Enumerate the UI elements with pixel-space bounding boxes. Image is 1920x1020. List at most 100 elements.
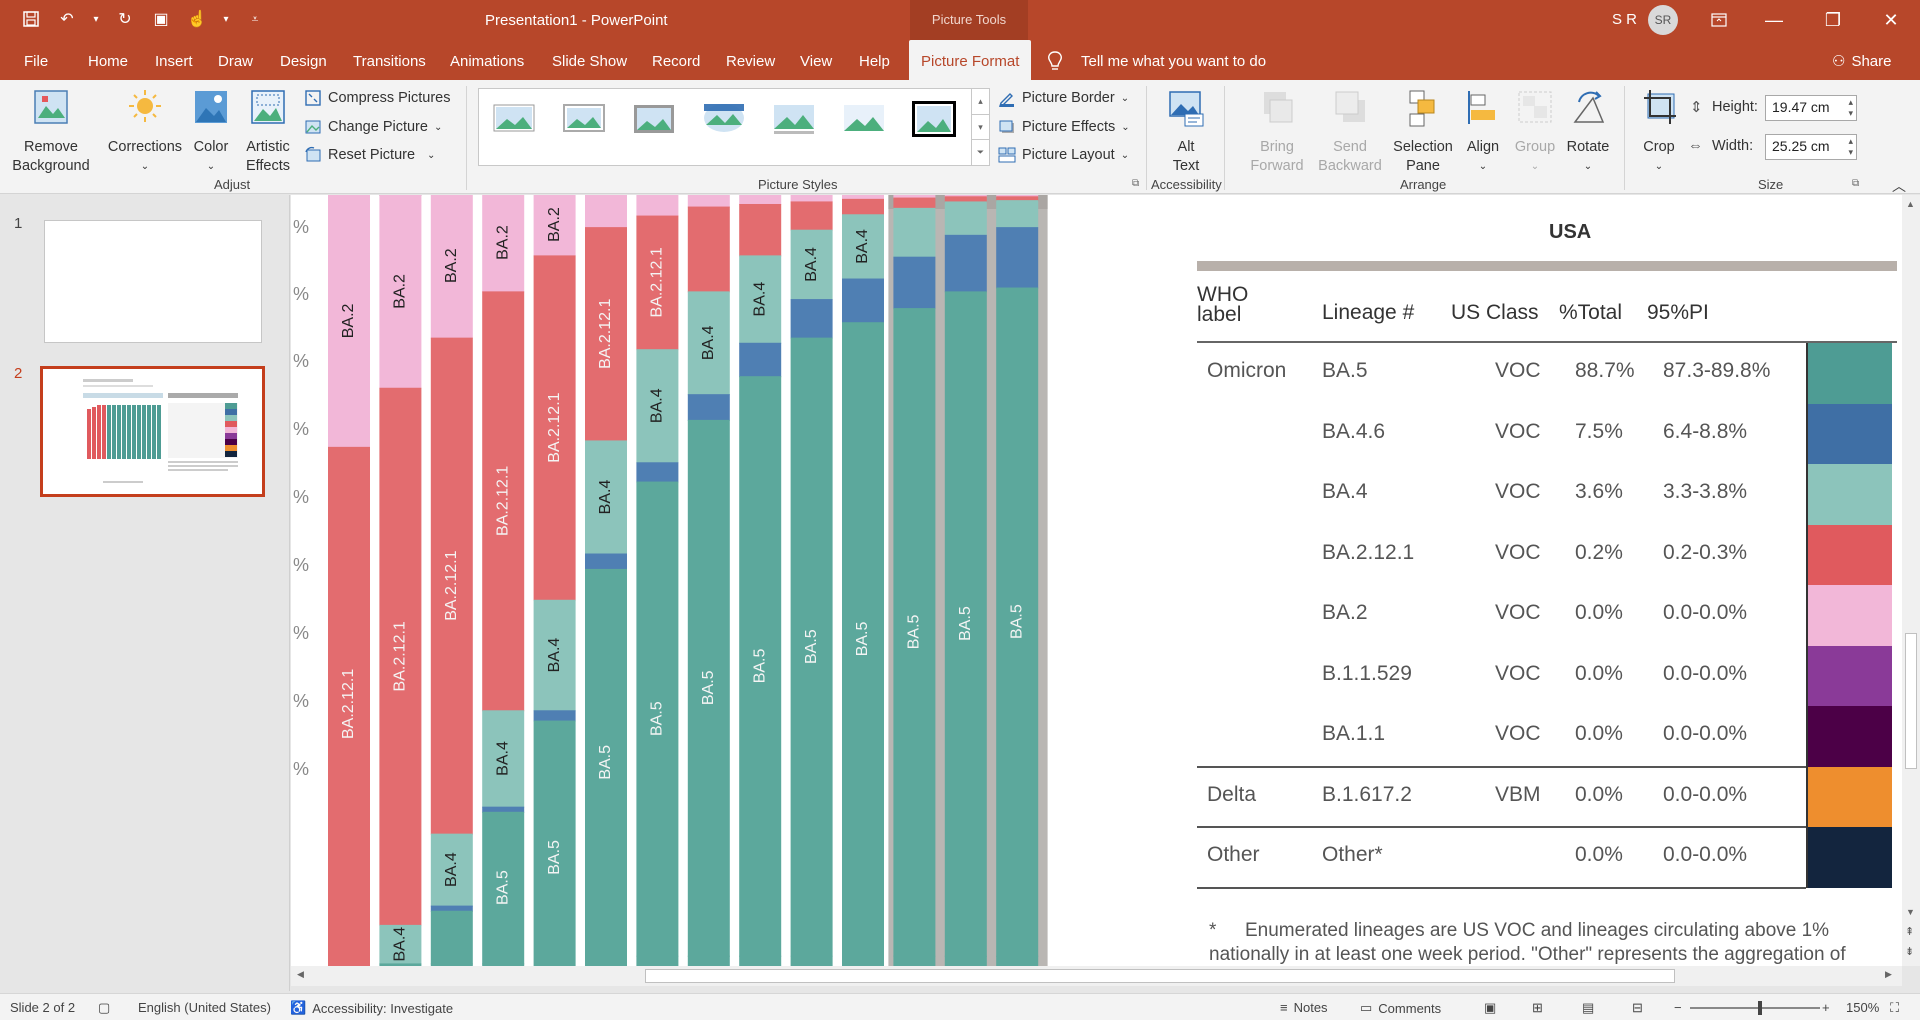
width-spinner-icon[interactable]: ▴ ▾ xyxy=(1848,136,1853,157)
artistic-effects-button[interactable]: Artistic Effects xyxy=(240,88,296,176)
group-button[interactable]: Group ⌄ xyxy=(1510,88,1560,176)
color-button[interactable]: Color ⌄ xyxy=(188,88,234,176)
tell-me-search[interactable]: Tell me what you want to do xyxy=(1081,53,1267,70)
remove-background-button[interactable]: Remove Background xyxy=(10,88,92,176)
ribbon-display-options-icon[interactable] xyxy=(1696,0,1742,40)
vertical-scroll-thumb[interactable] xyxy=(1905,633,1917,769)
language-indicator[interactable]: English (United States) xyxy=(138,1000,271,1015)
alt-text-button[interactable]: Alt Text xyxy=(1162,88,1210,176)
tab-design[interactable]: Design xyxy=(280,53,327,70)
collapse-ribbon-icon[interactable]: ︿ xyxy=(1892,178,1906,194)
avatar[interactable]: SR xyxy=(1648,5,1678,35)
dropdown-arrow-icon[interactable]: ▾ xyxy=(93,13,99,25)
height-input[interactable]: 19.47 cm ▴ ▾ xyxy=(1765,95,1857,121)
share-button[interactable]: ⚇ Share xyxy=(1832,40,1891,80)
horizontal-scrollbar[interactable]: ◀ ▶ xyxy=(291,966,1902,986)
tab-transitions[interactable]: Transitions xyxy=(353,53,426,70)
picture-styles-gallery[interactable]: ▴ ▾ ⏷ xyxy=(478,88,990,166)
touch-mode-icon[interactable]: ☝ xyxy=(187,11,207,28)
gallery-scroll-down-icon[interactable]: ▾ xyxy=(972,114,989,139)
height-spinner-icon[interactable]: ▴ ▾ xyxy=(1848,97,1853,118)
dropdown-arrow-icon[interactable]: ▾ xyxy=(223,13,229,25)
picture-style-thumbnail[interactable] xyxy=(911,99,957,139)
picture-style-thumbnail[interactable] xyxy=(633,101,675,137)
variant-table-image[interactable]: USA WHO label Lineage # US Class %Total … xyxy=(1197,195,1902,966)
slide-sorter-view-icon[interactable]: ⊞ xyxy=(1532,1000,1543,1015)
align-button[interactable]: Align ⌄ xyxy=(1460,88,1506,176)
scroll-up-icon[interactable]: ▲ xyxy=(1906,199,1915,209)
width-input[interactable]: 25.25 cm ▴ ▾ xyxy=(1765,134,1857,160)
bar-segment xyxy=(842,322,884,957)
size-dialog-launcher-icon[interactable]: ⧉ xyxy=(1852,178,1860,189)
zoom-out-icon[interactable]: − xyxy=(1674,1000,1682,1015)
tab-record[interactable]: Record xyxy=(652,53,701,70)
comments-button[interactable]: ▭ Comments xyxy=(1360,1000,1441,1016)
picture-style-thumbnail[interactable] xyxy=(703,101,745,137)
bring-forward-button[interactable]: Bring Forward xyxy=(1246,88,1308,176)
notes-button[interactable]: ≡ Notes xyxy=(1280,1000,1328,1015)
zoom-slider[interactable] xyxy=(1690,1001,1820,1015)
bar-segment-label: BA.4 xyxy=(597,480,614,515)
picture-style-thumbnail[interactable] xyxy=(843,101,885,137)
picture-layout-button[interactable]: Picture Layout ⌄ xyxy=(998,146,1129,164)
redo-icon[interactable]: ↻ xyxy=(118,11,132,28)
previous-slide-icon[interactable]: ⇞ xyxy=(1905,926,1915,938)
close-icon[interactable]: ✕ xyxy=(1883,9,1899,30)
picture-border-button[interactable]: Picture Border ⌄ xyxy=(998,89,1129,107)
picture-style-thumbnail[interactable] xyxy=(563,101,605,137)
tab-draw[interactable]: Draw xyxy=(218,53,254,70)
lineage-color-swatch xyxy=(1806,827,1892,888)
tab-picture-format[interactable]: Picture Format xyxy=(909,40,1032,80)
slide-thumbnail[interactable] xyxy=(44,220,262,343)
spell-check-icon[interactable]: ▢ xyxy=(98,1000,111,1015)
send-backward-button[interactable]: Send Backward xyxy=(1316,88,1384,176)
restore-icon[interactable]: ❐ xyxy=(1824,9,1842,30)
tab-slide-show[interactable]: Slide Show xyxy=(552,53,628,70)
minimize-icon[interactable]: — xyxy=(1765,9,1783,30)
picture-style-thumbnail[interactable] xyxy=(773,101,815,137)
slide-thumbnail-selected[interactable] xyxy=(40,366,265,497)
reading-view-icon[interactable]: ▤ xyxy=(1582,1000,1595,1015)
vertical-scrollbar[interactable]: ▲ ▼ ⇞ ⇟ xyxy=(1902,195,1920,966)
zoom-in-icon[interactable]: + xyxy=(1822,1000,1830,1015)
scroll-left-icon[interactable]: ◀ xyxy=(297,969,304,979)
tab-review[interactable]: Review xyxy=(726,53,776,70)
picture-styles-dialog-launcher-icon[interactable]: ⧉ xyxy=(1132,178,1140,189)
change-picture-button[interactable]: Change Picture ⌄ xyxy=(304,118,442,136)
crop-label: Crop xyxy=(1643,139,1675,155)
tab-file[interactable]: File xyxy=(24,53,49,70)
zoom-slider-thumb[interactable] xyxy=(1758,1001,1762,1015)
tab-animations[interactable]: Animations xyxy=(450,53,525,70)
save-icon[interactable] xyxy=(20,8,42,30)
accessibility-checker[interactable]: ♿ Accessibility: Investigate xyxy=(290,1000,453,1016)
tab-view[interactable]: View xyxy=(800,53,833,70)
tab-insert[interactable]: Insert xyxy=(155,53,193,70)
slide-show-view-icon[interactable]: ⊟ xyxy=(1632,1000,1643,1015)
user-name[interactable]: S R xyxy=(1612,11,1638,28)
picture-effects-button[interactable]: Picture Effects ⌄ xyxy=(998,118,1130,136)
horizontal-scroll-thumb[interactable] xyxy=(645,969,1675,983)
crop-button[interactable]: Crop ⌄ xyxy=(1634,88,1684,176)
tab-help[interactable]: Help xyxy=(859,53,890,70)
zoom-level[interactable]: 150% xyxy=(1846,1000,1880,1015)
gallery-scroll-up-icon[interactable]: ▴ xyxy=(978,96,983,106)
present-from-start-icon[interactable]: ▣ xyxy=(153,11,169,28)
table-cell-95-pi: 3.3-3.8% xyxy=(1663,480,1748,503)
next-slide-icon[interactable]: ⇟ xyxy=(1905,946,1915,958)
slide-canvas[interactable]: %%%%%%%%% BA.2 BA.2.12.1 BA.2 BA.2.12.1 BA.4 B… xyxy=(291,195,1902,966)
customize-qat-icon[interactable]: ⩡ xyxy=(251,11,259,26)
corrections-button[interactable]: Corrections ⌄ xyxy=(104,88,186,176)
compress-pictures-button[interactable]: Compress Pictures xyxy=(304,89,450,107)
scroll-down-icon[interactable]: ▼ xyxy=(1906,907,1915,917)
picture-style-thumbnail[interactable] xyxy=(493,101,535,137)
variant-proportions-chart-image[interactable]: %%%%%%%%% BA.2 BA.2.12.1 BA.2 BA.2.12.1 BA.4 B… xyxy=(291,195,1201,966)
tab-home[interactable]: Home xyxy=(88,53,129,70)
reset-picture-button[interactable]: Reset Picture ⌄ xyxy=(304,146,435,164)
undo-icon[interactable]: ↶ xyxy=(60,11,74,28)
normal-view-icon[interactable]: ▣ xyxy=(1484,1000,1497,1015)
fit-slide-icon[interactable]: ⛶ xyxy=(1890,1000,1900,1015)
selection-pane-button[interactable]: Selection Pane xyxy=(1392,88,1454,176)
scroll-right-icon[interactable]: ▶ xyxy=(1885,969,1892,979)
rotate-button[interactable]: Rotate ⌄ xyxy=(1562,88,1614,176)
gallery-more-icon[interactable]: ⏷ xyxy=(972,139,989,164)
